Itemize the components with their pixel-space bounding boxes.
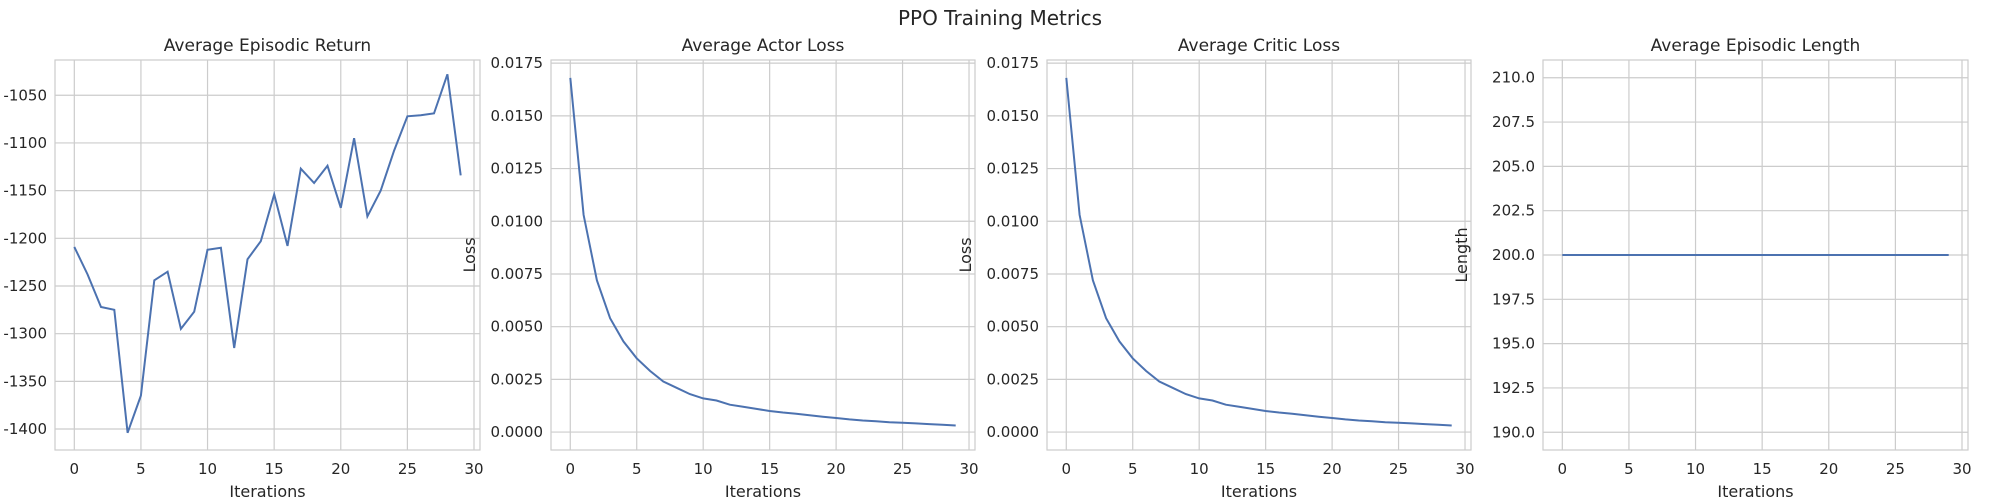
y-tick-label: 190.0 [1492, 423, 1535, 441]
axes-frame [550, 59, 976, 451]
x-tick-label: 25 [398, 460, 417, 478]
x-tick-label: 25 [893, 460, 912, 478]
y-tick-label: 0.0175 [491, 54, 544, 72]
y-tick-label: 0.0025 [491, 370, 544, 388]
y-tick-label: -1050 [3, 86, 47, 104]
y-axis-label: Loss [460, 237, 479, 272]
x-tick-label: 5 [632, 460, 642, 478]
y-tick-label: 0.0025 [987, 370, 1040, 388]
x-tick-label: 20 [1819, 460, 1838, 478]
panels: 0 5 10 15 20 25 30 -1050 -1100 -1150 -1200 -1250 -13… [3, 36, 1971, 500]
y-tick-label: 210.0 [1492, 69, 1535, 87]
y-tick-label: 0.0050 [987, 318, 1040, 336]
y-tick-label: 0.0175 [987, 54, 1040, 72]
x-tick-label: 5 [1624, 460, 1634, 478]
x-axis-label: Iterations [229, 482, 305, 500]
y-tick-label: -1400 [3, 420, 47, 438]
x-tick-label: 0 [1558, 460, 1568, 478]
y-tick-label: 0.0125 [491, 160, 544, 178]
x-tick-label: 15 [1753, 460, 1772, 478]
panel-return: 0 5 10 15 20 25 30 -1050 -1100 -1150 -1200 -1250 -13… [3, 36, 483, 500]
y-tick-label: 0.0000 [987, 423, 1040, 441]
x-tick-label: 25 [1389, 460, 1408, 478]
figure-title: PPO Training Metrics [898, 6, 1102, 30]
x-axis-label: Iterations [1717, 482, 1793, 500]
axes-frame [1542, 59, 1969, 451]
y-tick-label: 0.0075 [491, 265, 544, 283]
x-tick-label: 30 [1455, 460, 1474, 478]
y-tick-label: -1350 [3, 372, 47, 390]
x-tick-label: 20 [827, 460, 846, 478]
y-tick-label: 200.0 [1492, 246, 1535, 264]
series-line [73, 73, 462, 434]
x-tick-label: 0 [70, 460, 80, 478]
x-tick-label: 15 [760, 460, 779, 478]
y-tick-label: 207.5 [1492, 113, 1535, 131]
y-tick-label: 0.0100 [491, 212, 544, 230]
x-tick-label: 25 [1886, 460, 1905, 478]
y-tick-label: 205.0 [1492, 157, 1535, 175]
x-tick-label: 30 [959, 460, 978, 478]
series-line [569, 77, 956, 427]
x-tick-label: 10 [198, 460, 217, 478]
y-tick-label: 192.5 [1492, 379, 1535, 397]
x-tick-label: 30 [464, 460, 483, 478]
y-tick-label: 0.0000 [491, 423, 544, 441]
x-tick-label: 0 [565, 460, 575, 478]
y-axis-label: Loss [956, 237, 975, 272]
y-tick-label: -1100 [3, 134, 47, 152]
y-tick-label: 0.0075 [987, 265, 1040, 283]
x-tick-label: 15 [265, 460, 284, 478]
x-axis-label: Iterations [725, 482, 801, 500]
y-tick-label: 0.0100 [987, 212, 1040, 230]
y-axis-label: Length [1452, 227, 1471, 282]
axes-frame [1046, 59, 1472, 451]
panel-critic: 0 5 10 15 20 25 30 0.0000 0.0025 0.0050 0.0075 0.01… [956, 36, 1475, 500]
y-tick-label: 0.0125 [987, 160, 1040, 178]
y-tick-label: 0.0050 [491, 318, 544, 336]
y-tick-label: 197.5 [1492, 290, 1535, 308]
x-tick-label: 10 [1686, 460, 1705, 478]
x-tick-label: 20 [1323, 460, 1342, 478]
y-tick-label: 0.0150 [491, 107, 544, 125]
axes-frame [54, 59, 481, 451]
panel-title: Average Episodic Length [1651, 36, 1861, 56]
y-tick-label: -1200 [3, 229, 47, 247]
x-tick-label: 5 [136, 460, 146, 478]
panel-actor: 0 5 10 15 20 25 30 0.0000 0.0025 0.0050 0.0075 0.01… [460, 36, 979, 500]
x-tick-label: 20 [331, 460, 350, 478]
y-tick-label: -1250 [3, 277, 47, 295]
y-tick-label: 195.0 [1492, 335, 1535, 353]
y-tick-label: -1150 [3, 182, 47, 200]
x-tick-label: 0 [1061, 460, 1071, 478]
panel-title: Average Actor Loss [682, 36, 845, 56]
x-tick-label: 15 [1256, 460, 1275, 478]
x-tick-label: 5 [1128, 460, 1138, 478]
x-axis-label: Iterations [1221, 482, 1297, 500]
panel-length: 0 5 10 15 20 25 30 190.0 192.5 195.0 197.5 200.0 202… [1452, 36, 1972, 500]
x-tick-label: 30 [1952, 460, 1971, 478]
y-tick-label: -1300 [3, 325, 47, 343]
panel-title: Average Episodic Return [164, 36, 371, 56]
series-line [1065, 77, 1452, 427]
y-tick-label: 0.0150 [987, 107, 1040, 125]
y-tick-label: 202.5 [1492, 202, 1535, 220]
x-tick-label: 10 [1190, 460, 1209, 478]
panel-title: Average Critic Loss [1178, 36, 1340, 56]
x-tick-label: 10 [694, 460, 713, 478]
